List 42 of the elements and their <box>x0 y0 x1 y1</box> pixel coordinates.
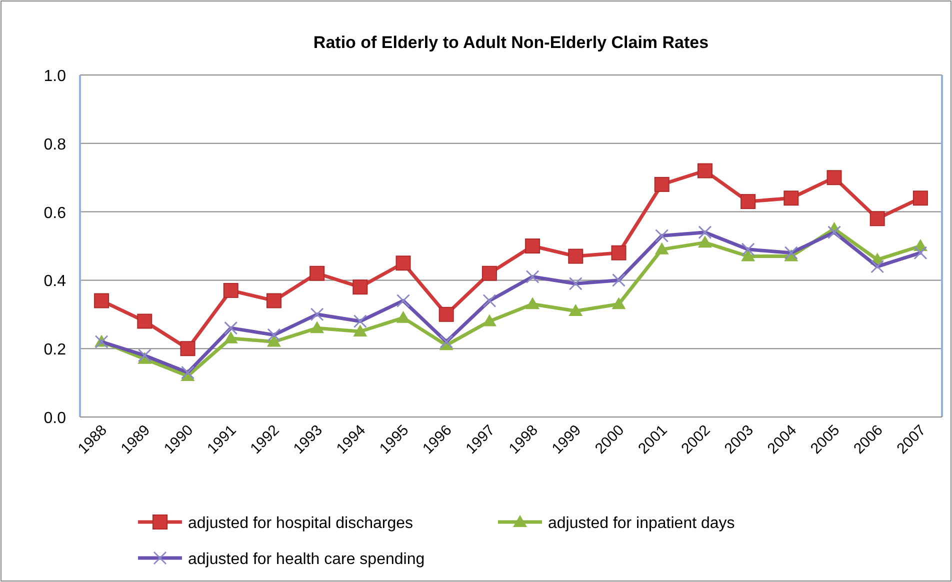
legend-label: adjusted for hospital discharges <box>188 515 414 532</box>
point <box>353 324 368 336</box>
point <box>826 170 842 186</box>
point <box>526 297 540 310</box>
point <box>612 297 626 310</box>
point <box>310 266 325 281</box>
point <box>654 242 669 254</box>
y-tick-label: 0.0 <box>44 410 66 427</box>
point <box>396 256 411 271</box>
point <box>654 176 670 192</box>
point <box>438 306 454 322</box>
y-tick-label: 0.4 <box>44 273 66 290</box>
point <box>396 310 410 323</box>
point <box>137 314 152 329</box>
legend-label: adjusted for inpatient days <box>548 515 735 532</box>
point <box>223 282 238 298</box>
point <box>870 211 885 226</box>
point <box>784 190 799 206</box>
legend-label: adjusted for health care spending <box>188 551 425 568</box>
y-tick-label: 1.0 <box>44 68 66 85</box>
y-tick-label: 0.2 <box>44 342 66 359</box>
point <box>482 314 496 326</box>
point <box>568 304 583 316</box>
point <box>741 249 756 262</box>
point <box>568 248 584 264</box>
point <box>697 163 712 178</box>
y-tick-label: 0.8 <box>44 136 66 154</box>
chart-title: Ratio of Elderly to Adult Non-Elderly Claim Rates <box>313 33 709 52</box>
point <box>352 280 368 295</box>
point <box>224 331 238 344</box>
point <box>525 238 540 254</box>
point <box>611 245 626 260</box>
point <box>912 190 928 206</box>
y-tick-label: 0.6 <box>44 204 66 222</box>
point <box>266 334 281 347</box>
point <box>180 341 196 356</box>
point <box>94 293 110 308</box>
point <box>698 236 712 248</box>
point <box>310 321 324 334</box>
point <box>266 293 282 308</box>
point <box>740 194 756 210</box>
point <box>482 266 497 281</box>
